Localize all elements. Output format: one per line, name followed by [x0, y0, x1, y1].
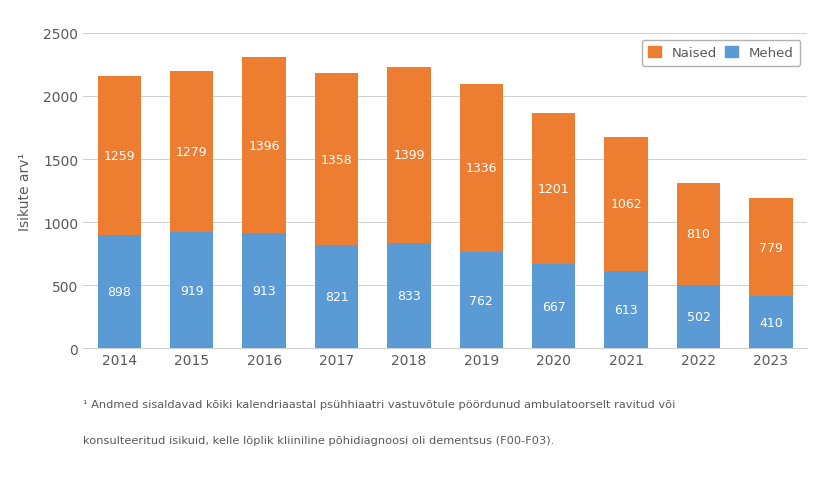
Bar — [242, 58, 286, 234]
Text: 1259: 1259 — [103, 150, 136, 163]
Text: 410: 410 — [759, 316, 783, 329]
Bar — [676, 285, 721, 348]
Bar — [242, 234, 286, 348]
Text: 1358: 1358 — [320, 153, 353, 166]
Text: 779: 779 — [759, 242, 783, 255]
Text: 762: 762 — [469, 294, 493, 307]
Bar — [97, 77, 141, 236]
Bar — [314, 74, 359, 245]
Text: 613: 613 — [614, 303, 638, 317]
Bar — [604, 272, 648, 348]
Text: 502: 502 — [686, 310, 711, 323]
Bar — [387, 68, 431, 243]
Text: 667: 667 — [542, 300, 566, 313]
Bar — [676, 183, 721, 285]
Text: 1336: 1336 — [466, 162, 497, 175]
Text: 1279: 1279 — [176, 146, 208, 159]
Bar — [532, 113, 576, 265]
Bar — [97, 236, 141, 348]
Text: konsulteeritud isikuid, kelle lõplik kliiniline põhidiagnoosi oli dementsus (F00: konsulteeritud isikuid, kelle lõplik kli… — [83, 436, 554, 446]
Text: 1201: 1201 — [537, 182, 570, 196]
Text: ¹ Andmed sisaldavad kõiki kalendriaastal psühhiaatri vastuvõtule pöördunud ambul: ¹ Andmed sisaldavad kõiki kalendriaastal… — [83, 399, 676, 409]
Text: 1399: 1399 — [394, 149, 424, 162]
Bar — [170, 233, 214, 348]
Bar — [387, 243, 431, 348]
Bar — [749, 297, 793, 348]
Bar — [459, 253, 503, 348]
Text: 1062: 1062 — [610, 198, 642, 211]
Bar — [604, 137, 648, 272]
Text: 898: 898 — [107, 286, 131, 299]
Bar — [314, 245, 359, 348]
Bar — [749, 199, 793, 297]
Bar — [170, 72, 214, 233]
Legend: Naised, Mehed: Naised, Mehed — [641, 41, 800, 67]
Text: 913: 913 — [252, 285, 276, 298]
Text: 919: 919 — [180, 284, 204, 297]
Bar — [532, 265, 576, 348]
Text: 810: 810 — [686, 228, 711, 241]
Text: 1396: 1396 — [249, 139, 280, 152]
Y-axis label: Isikute arv¹: Isikute arv¹ — [18, 152, 32, 230]
Bar — [459, 85, 503, 253]
Text: 821: 821 — [324, 290, 349, 303]
Text: 833: 833 — [397, 289, 421, 302]
